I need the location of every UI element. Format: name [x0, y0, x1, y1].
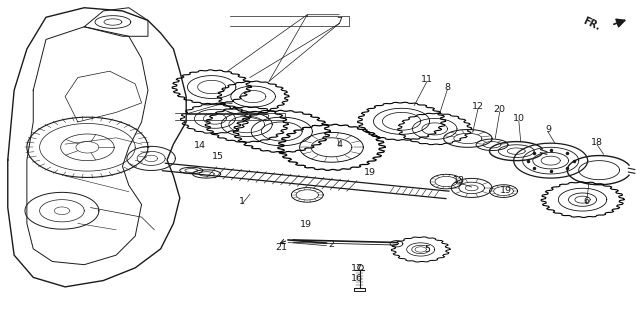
Text: 7: 7 [336, 17, 342, 26]
Text: FR.: FR. [582, 16, 602, 33]
Text: 19: 19 [300, 220, 312, 228]
Text: 16: 16 [351, 275, 363, 284]
Text: 8: 8 [444, 83, 451, 92]
Text: 19: 19 [500, 186, 512, 195]
Text: 4: 4 [336, 140, 342, 149]
Text: 17: 17 [351, 264, 363, 273]
Text: 6: 6 [583, 197, 589, 206]
Text: 9: 9 [545, 125, 551, 134]
Text: 21: 21 [276, 243, 288, 252]
Text: 12: 12 [472, 102, 484, 111]
Text: 14: 14 [194, 141, 206, 150]
Text: 18: 18 [591, 138, 603, 147]
Text: 19: 19 [364, 168, 376, 177]
Text: 13: 13 [453, 176, 465, 185]
Text: 3: 3 [263, 114, 269, 123]
Text: 11: 11 [421, 75, 433, 84]
Text: 10: 10 [513, 114, 525, 123]
Text: 1: 1 [239, 197, 245, 206]
Text: 15: 15 [212, 152, 224, 161]
Text: 2: 2 [328, 240, 335, 249]
Text: 20: 20 [493, 105, 506, 114]
Text: 5: 5 [424, 245, 430, 254]
